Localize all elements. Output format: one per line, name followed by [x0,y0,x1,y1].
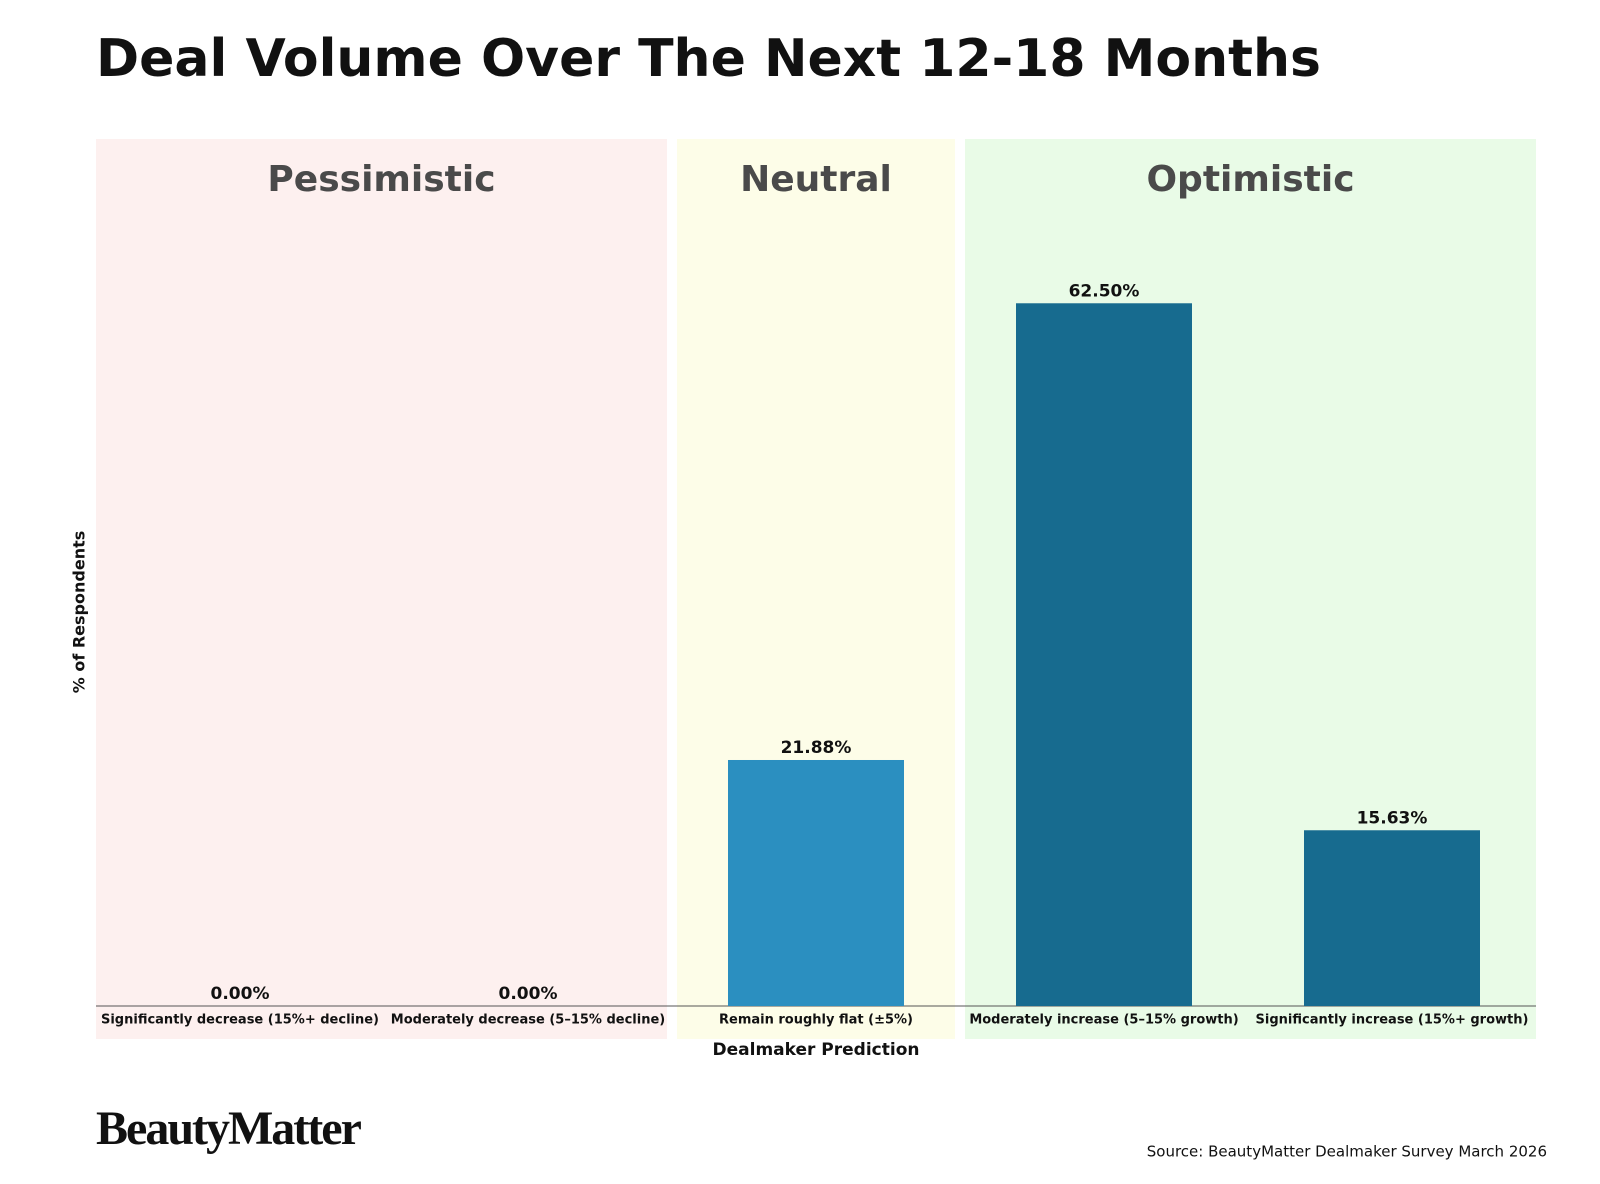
group-label: Pessimistic [267,159,495,200]
x-tick-label: Moderately decrease (5–15% decline) [391,1013,665,1028]
chart-title: Deal Volume Over The Next 12-18 Months [96,29,1321,89]
y-axis-label: % of Respondents [70,531,89,694]
x-tick-label: Significantly decrease (15%+ decline) [101,1013,379,1028]
value-label: 0.00% [499,984,558,1004]
value-label: 21.88% [781,738,852,758]
brand-logo: BeautyMatter [96,1102,362,1155]
x-tick-label: Significantly increase (15%+ growth) [1256,1013,1529,1028]
bar [1304,830,1480,1006]
value-label: 62.50% [1069,281,1140,301]
x-tick-label: Remain roughly flat (±5%) [719,1013,913,1028]
bar [1016,303,1192,1007]
bar [728,759,904,1006]
x-tick-label: Moderately increase (5–15% growth) [969,1013,1238,1028]
value-label: 15.63% [1357,808,1428,828]
source-note: Source: BeautyMatter Dealmaker Survey Ma… [1147,1143,1547,1161]
x-axis-label: Dealmaker Prediction [713,1040,920,1060]
group-label: Neutral [740,159,892,200]
value-label: 0.00% [211,984,270,1004]
group-label: Optimistic [1146,159,1354,200]
group-band [96,139,667,1039]
